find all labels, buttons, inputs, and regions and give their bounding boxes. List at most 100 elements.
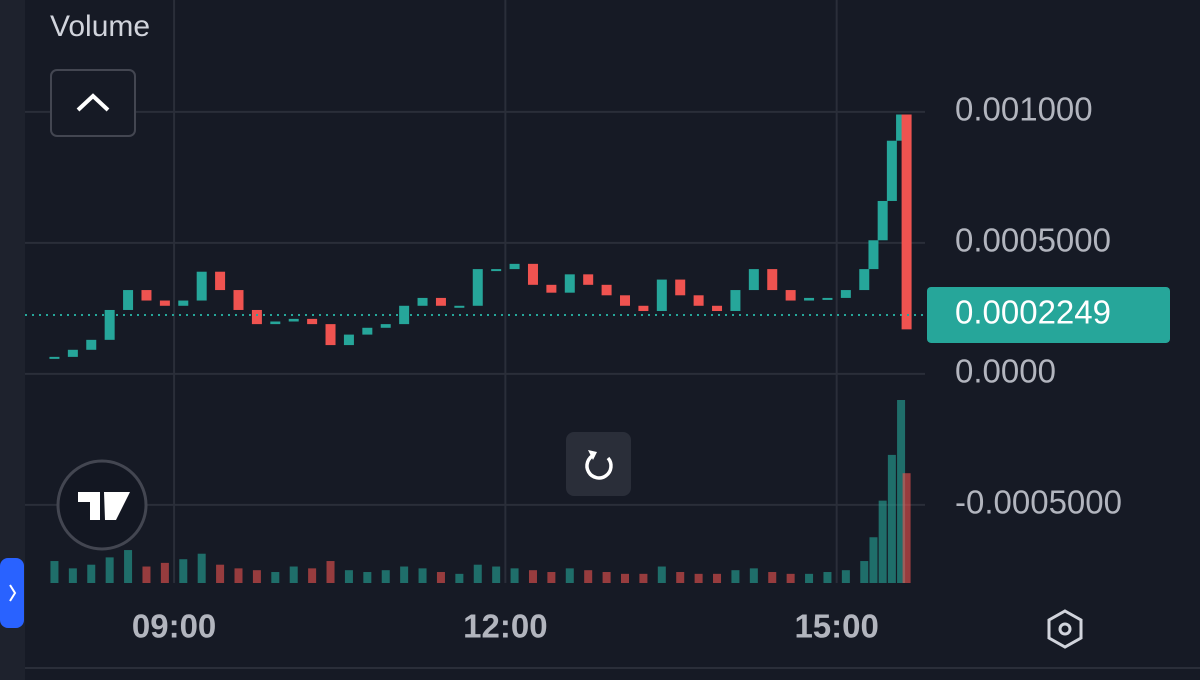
volume-bar [197, 553, 206, 583]
volume-bar [234, 568, 243, 583]
volume-bar [897, 400, 906, 583]
candle [123, 290, 134, 310]
reset-icon [585, 453, 613, 480]
candle [417, 297, 428, 306]
volume-bar [731, 570, 740, 583]
volume-bar [216, 564, 225, 583]
volume-bar [179, 559, 188, 583]
candle [868, 240, 879, 270]
volume-bar [308, 568, 317, 583]
candle [67, 349, 78, 357]
volume-bar [869, 537, 878, 583]
candle [49, 356, 60, 359]
volume-bar [289, 566, 298, 583]
candle [767, 269, 778, 291]
volume-bar [510, 568, 519, 583]
candle [840, 290, 851, 298]
volume-bar [124, 550, 133, 583]
side-toggle-icon [9, 584, 17, 602]
volume-bar [363, 572, 372, 583]
candle [564, 274, 575, 293]
volume-bar [639, 573, 648, 583]
x-tick-label: 15:00 [794, 608, 878, 645]
collapse-button[interactable] [50, 69, 136, 137]
volume-bar [749, 568, 758, 583]
reset-button[interactable] [566, 432, 631, 496]
candle [141, 290, 152, 301]
marks [25, 114, 925, 583]
candle [675, 279, 686, 296]
settings-button[interactable] [1047, 609, 1083, 649]
volume-bar [142, 566, 151, 583]
volume-bar [87, 564, 96, 583]
y-tick-label: 0.0000 [955, 353, 1056, 390]
volume-bar [381, 570, 390, 583]
last-price-box [927, 286, 1170, 343]
candle [877, 200, 888, 241]
volume-bar [621, 573, 629, 583]
candle [325, 324, 336, 346]
candle [730, 290, 741, 312]
y-tick-label: 0.0005000 [955, 222, 1111, 259]
volume-bar [492, 566, 501, 583]
volume-bar [902, 473, 911, 583]
candle [583, 274, 594, 285]
volume-bar [528, 570, 537, 583]
volume-bar [105, 557, 114, 583]
x-tick-label: 09:00 [132, 608, 216, 645]
candle [343, 334, 354, 346]
volume-bar [68, 568, 77, 583]
candle [159, 300, 170, 306]
volume-bar [473, 564, 482, 583]
volume-bar [50, 561, 59, 583]
side-toggle[interactable] [0, 558, 24, 628]
volume-bar [271, 572, 280, 583]
tv-logo-dot [105, 492, 115, 502]
volume-bar [657, 566, 666, 583]
volume-bar [860, 561, 869, 583]
x-tick-label: 12:00 [463, 608, 547, 645]
candle [527, 263, 538, 285]
volume-bar [418, 568, 427, 583]
candle [270, 321, 281, 325]
candle [901, 114, 912, 330]
candle [435, 297, 446, 306]
candle [859, 269, 870, 291]
volume-label: Volume [50, 10, 150, 43]
y-tick-label: 0.001000 [955, 91, 1093, 128]
candle [748, 269, 759, 291]
volume-bar [786, 573, 795, 583]
candle [822, 297, 833, 300]
volume-bar [455, 573, 464, 583]
candle [104, 309, 115, 340]
volume-bar [713, 573, 722, 583]
candle [454, 305, 465, 308]
candle [215, 271, 226, 291]
candle [509, 263, 520, 270]
candle [804, 297, 815, 301]
chevron-up [76, 93, 110, 112]
candle [472, 269, 483, 306]
candle [178, 300, 189, 306]
volume-bar [400, 566, 409, 583]
volume-bar [694, 573, 703, 583]
volume-bar [565, 568, 574, 583]
candle [886, 140, 897, 201]
volume-bar [326, 561, 335, 583]
volume-bar [823, 572, 832, 583]
candle [638, 305, 649, 312]
candle [491, 269, 502, 272]
candle [288, 318, 299, 322]
tv-logo[interactable] [56, 459, 148, 551]
volume-bar [841, 570, 850, 583]
candle [251, 309, 262, 325]
candle [785, 290, 796, 301]
candle [712, 305, 723, 312]
volume-bar [252, 570, 261, 583]
candle [601, 284, 612, 296]
volume-bar [602, 572, 611, 583]
y-tick-label: -0.0005000 [955, 484, 1122, 521]
volume-bar [878, 500, 887, 583]
